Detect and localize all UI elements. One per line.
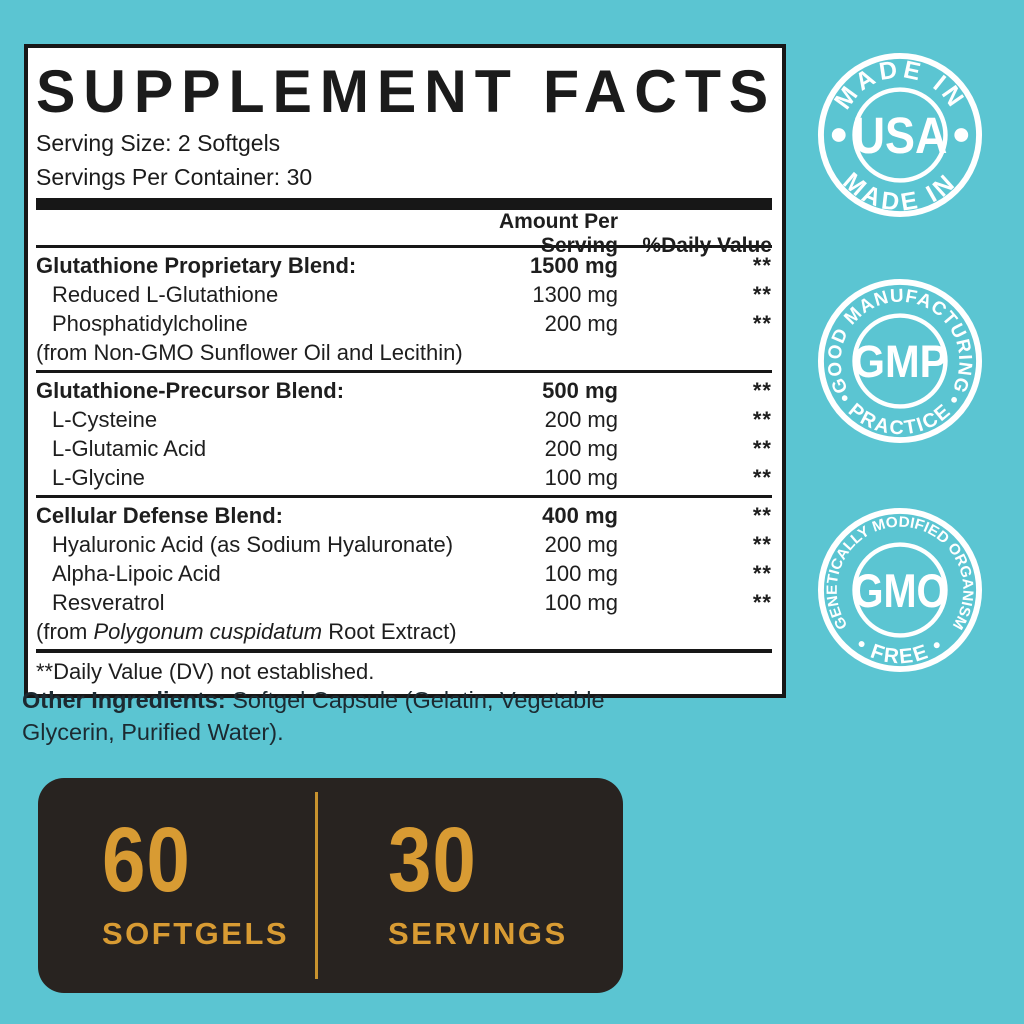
count-divider xyxy=(315,792,318,979)
table-row: Glutathione-Precursor Blend: 500 mg ** xyxy=(36,376,772,405)
servings-label: SERVINGS xyxy=(388,916,568,951)
ingredient-amount: 1300 mg xyxy=(532,282,618,307)
divider-bar xyxy=(36,198,772,210)
badge-center-text: GMO xyxy=(853,565,948,618)
gmp-badge: GOOD MANUFACTURING • PRACTICE • GMP xyxy=(816,277,984,445)
made-in-usa-badge: MADE IN MADE IN USA xyxy=(816,51,984,219)
section-rule xyxy=(36,370,772,373)
other-ingredients-label: Other Ingredients: xyxy=(22,687,226,713)
ingredient-name: Phosphatidylcholine xyxy=(52,311,248,336)
ingredient-source-note: (from Non-GMO Sunflower Oil and Lecithin… xyxy=(36,340,463,365)
ingredient-name: Glutathione-Precursor Blend: xyxy=(36,378,345,403)
ingredient-name: Cellular Defense Blend: xyxy=(36,503,283,528)
ingredient-name: Glutathione Proprietary Blend: xyxy=(36,253,357,278)
servings-per-container: Servings Per Container: 30 xyxy=(36,164,313,190)
ingredient-name: Reduced L-Glutathione xyxy=(52,282,279,307)
daily-value-footnote: **Daily Value (DV) not established. xyxy=(36,659,375,684)
made-in-usa-icon: MADE IN MADE IN USA xyxy=(817,52,983,218)
supplement-facts-panel: SUPPLEMENT FACTS Serving Size: 2 Softgel… xyxy=(24,44,786,698)
blend-section-glutathione-proprietary: Glutathione Proprietary Blend: 1500 mg *… xyxy=(36,248,772,370)
column-daily-value: %Daily Value xyxy=(642,234,772,257)
table-row: L-Glycine 100 mg ** xyxy=(36,463,772,492)
table-row-note: (from Polygonum cuspidatum Root Extract) xyxy=(36,617,772,646)
badge-center-text: USA xyxy=(853,106,948,164)
gmp-icon: GOOD MANUFACTURING • PRACTICE • GMP xyxy=(817,278,983,444)
other-ingredients-text: Softgel Capsule (Gelatin, Vegetable Glyc… xyxy=(22,687,605,745)
ingredient-daily-value: ** xyxy=(752,561,772,586)
ingredient-name: L-Glutamic Acid xyxy=(52,436,207,461)
ingredient-daily-value: ** xyxy=(752,378,772,403)
ingredient-daily-value: ** xyxy=(752,465,772,490)
badge-center-text: GMP xyxy=(853,336,948,387)
ingredient-daily-value: ** xyxy=(752,282,772,307)
table-row: Resveratrol 100 mg ** xyxy=(36,588,772,617)
servings-number: 30 xyxy=(388,809,477,911)
table-row: Reduced L-Glutathione 1300 mg ** xyxy=(36,280,772,309)
softgels-count: 60 SOFTGELS xyxy=(38,778,315,993)
ingredient-name: Hyaluronic Acid (as Sodium Hyaluronate) xyxy=(52,532,454,557)
ingredient-amount: 200 mg xyxy=(544,532,618,557)
panel-title: SUPPLEMENT FACTS xyxy=(36,58,777,125)
section-rule xyxy=(36,245,772,248)
table-row: Hyaluronic Acid (as Sodium Hyaluronate) … xyxy=(36,530,772,559)
column-amount-per-serving: Amount Per Serving xyxy=(498,210,618,257)
table-row: Alpha-Lipoic Acid 100 mg ** xyxy=(36,559,772,588)
badge-bottom-text: • PRACTICE • xyxy=(833,389,964,439)
ingredient-amount: 200 mg xyxy=(544,407,618,432)
ingredient-name: L-Cysteine xyxy=(52,407,158,432)
section-rule xyxy=(36,649,772,653)
ingredient-daily-value: ** xyxy=(752,253,772,278)
note-suffix: Root Extract) xyxy=(322,619,457,644)
ingredient-amount: 100 mg xyxy=(544,465,618,490)
blend-section-glutathione-precursor: Glutathione-Precursor Blend: 500 mg ** L… xyxy=(36,373,772,495)
note-prefix: (from xyxy=(36,619,94,644)
section-rule xyxy=(36,495,772,498)
softgels-label: SOFTGELS xyxy=(102,916,290,951)
ingredient-daily-value: ** xyxy=(752,311,772,336)
ingredient-amount: 400 mg xyxy=(542,503,618,528)
ingredient-name: L-Glycine xyxy=(52,465,145,490)
ingredient-daily-value: ** xyxy=(752,407,772,432)
table-row: Glutathione Proprietary Blend: 1500 mg *… xyxy=(36,251,772,280)
ingredient-daily-value: ** xyxy=(752,532,772,557)
table-column-header: Amount Per Serving %Daily Value xyxy=(36,210,772,257)
servings-count: 30 SERVINGS xyxy=(318,778,623,993)
table-row-note: (from Non-GMO Sunflower Oil and Lecithin… xyxy=(36,338,772,367)
ingredient-source-note: (from Polygonum cuspidatum Root Extract) xyxy=(36,617,772,646)
ingredient-daily-value: ** xyxy=(752,503,772,528)
ingredient-amount: 200 mg xyxy=(544,311,618,336)
count-box: 60 SOFTGELS 30 SERVINGS xyxy=(38,778,623,993)
softgels-number: 60 xyxy=(102,809,191,911)
ingredient-amount: 1500 mg xyxy=(529,253,618,278)
table-row: Phosphatidylcholine 200 mg ** xyxy=(36,309,772,338)
ingredient-amount: 100 mg xyxy=(544,590,618,615)
table-row: Cellular Defense Blend: 400 mg ** xyxy=(36,501,772,530)
note-latin-name: Polygonum cuspidatum xyxy=(93,619,323,644)
ingredient-amount: 500 mg xyxy=(542,378,618,403)
badge-bottom-text: MADE IN xyxy=(838,168,959,217)
gmo-free-icon: GENETICALLY MODIFIED ORGANISM • FREE • G… xyxy=(817,507,983,673)
ingredient-daily-value: ** xyxy=(752,436,772,461)
table-row: L-Glutamic Acid 200 mg ** xyxy=(36,434,772,463)
serving-size: Serving Size: 2 Softgels xyxy=(36,130,281,156)
other-ingredients: Other Ingredients: Softgel Capsule (Gela… xyxy=(22,684,647,748)
svg-text:• PRACTICE •: • PRACTICE • xyxy=(833,389,966,439)
gmo-free-badge: GENETICALLY MODIFIED ORGANISM • FREE • G… xyxy=(816,506,984,674)
blend-section-cellular-defense: Cellular Defense Blend: 400 mg ** Hyalur… xyxy=(36,498,772,649)
ingredient-amount: 200 mg xyxy=(544,436,618,461)
table-row: L-Cysteine 200 mg ** xyxy=(36,405,772,434)
ingredient-amount: 100 mg xyxy=(544,561,618,586)
ingredient-daily-value: ** xyxy=(752,590,772,615)
ingredient-name: Alpha-Lipoic Acid xyxy=(52,561,221,586)
svg-text:MADE IN: MADE IN xyxy=(838,168,963,217)
ingredient-name: Resveratrol xyxy=(52,590,165,615)
